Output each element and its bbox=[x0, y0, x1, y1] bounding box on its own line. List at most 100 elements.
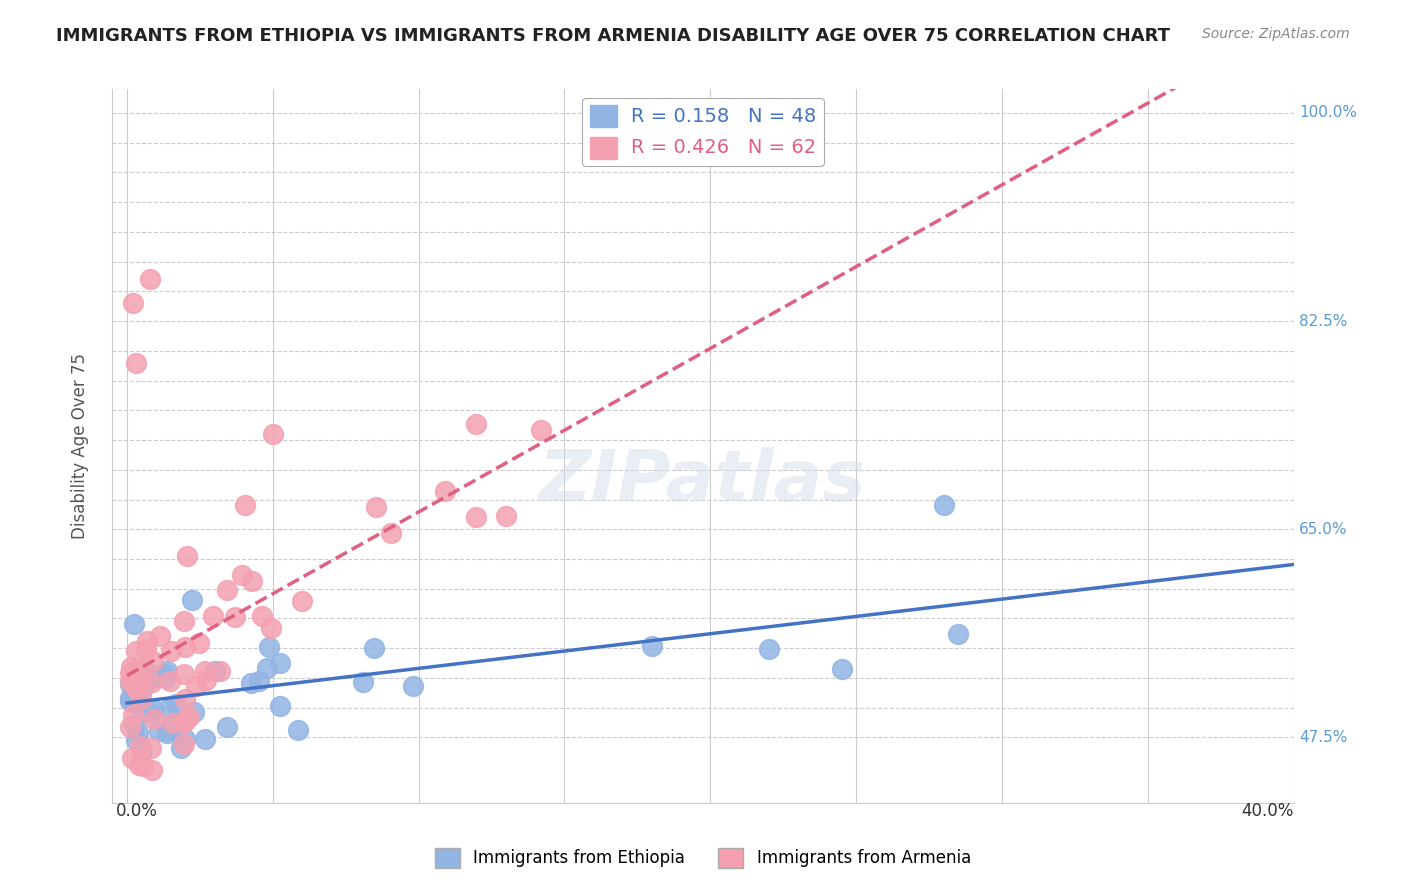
Point bbox=[173, 640, 195, 655]
Point bbox=[124, 617, 146, 632]
Point bbox=[142, 703, 165, 717]
Point bbox=[364, 500, 387, 514]
Point bbox=[932, 499, 955, 513]
Point bbox=[120, 660, 142, 674]
Text: 47.5%: 47.5% bbox=[1299, 730, 1348, 745]
Point bbox=[291, 594, 314, 608]
Point bbox=[129, 692, 152, 706]
Point bbox=[125, 356, 148, 370]
Text: ZIPatlas: ZIPatlas bbox=[540, 447, 866, 516]
Point bbox=[217, 583, 239, 598]
Point bbox=[157, 702, 180, 716]
Point bbox=[173, 731, 195, 746]
Point bbox=[173, 715, 195, 730]
Point bbox=[495, 508, 517, 523]
Text: 0.0%: 0.0% bbox=[115, 802, 157, 820]
Point bbox=[149, 670, 172, 684]
Point bbox=[204, 664, 226, 678]
Point bbox=[433, 483, 456, 498]
Point bbox=[118, 694, 141, 708]
Point bbox=[464, 509, 486, 524]
Point bbox=[250, 609, 273, 624]
Text: 100.0%: 100.0% bbox=[1299, 105, 1357, 120]
Point bbox=[177, 710, 200, 724]
Text: 65.0%: 65.0% bbox=[1299, 522, 1348, 537]
Point bbox=[156, 723, 179, 738]
Point bbox=[141, 674, 163, 689]
Point bbox=[149, 629, 172, 643]
Text: 40.0%: 40.0% bbox=[1241, 802, 1294, 820]
Text: 82.5%: 82.5% bbox=[1299, 314, 1348, 328]
Point bbox=[118, 677, 141, 691]
Point bbox=[121, 750, 143, 764]
Point bbox=[287, 723, 309, 737]
Point bbox=[159, 673, 181, 688]
Point bbox=[136, 665, 159, 680]
Point bbox=[187, 636, 209, 650]
Point bbox=[174, 692, 197, 706]
Point bbox=[135, 633, 157, 648]
Point bbox=[224, 610, 246, 624]
Point bbox=[128, 739, 150, 754]
Point bbox=[118, 691, 141, 706]
Point bbox=[122, 296, 145, 310]
Point bbox=[401, 679, 423, 693]
Point bbox=[118, 665, 141, 680]
Point bbox=[124, 665, 146, 679]
Point bbox=[162, 716, 184, 731]
Point bbox=[141, 763, 163, 777]
Point bbox=[170, 741, 193, 756]
Point bbox=[247, 673, 270, 688]
Point bbox=[118, 720, 141, 734]
Point bbox=[269, 698, 291, 713]
Point bbox=[127, 725, 149, 739]
Point bbox=[139, 272, 162, 286]
Point bbox=[125, 665, 148, 679]
Point bbox=[153, 667, 176, 681]
Point bbox=[641, 639, 664, 653]
Y-axis label: Disability Age Over 75: Disability Age Over 75 bbox=[70, 353, 89, 539]
Point bbox=[208, 664, 231, 678]
Point bbox=[118, 673, 141, 688]
Text: Source: ZipAtlas.com: Source: ZipAtlas.com bbox=[1202, 27, 1350, 41]
Point bbox=[131, 744, 153, 758]
Point bbox=[173, 667, 195, 681]
Point bbox=[125, 644, 148, 658]
Point bbox=[131, 673, 153, 687]
Legend: R = 0.158   N = 48, R = 0.426   N = 62: R = 0.158 N = 48, R = 0.426 N = 62 bbox=[582, 98, 824, 166]
Point bbox=[176, 549, 198, 564]
Point bbox=[380, 525, 402, 540]
Point bbox=[184, 679, 207, 693]
Point bbox=[257, 640, 280, 654]
Point bbox=[148, 723, 170, 738]
Point bbox=[142, 654, 165, 668]
Point bbox=[122, 707, 145, 722]
Point bbox=[758, 641, 780, 656]
Point bbox=[262, 427, 284, 442]
Point bbox=[143, 712, 166, 726]
Point bbox=[256, 661, 278, 675]
Point bbox=[135, 642, 157, 657]
Point bbox=[173, 714, 195, 728]
Point bbox=[127, 670, 149, 684]
Point bbox=[124, 678, 146, 692]
Point bbox=[195, 673, 218, 687]
Point bbox=[125, 681, 148, 695]
Point bbox=[125, 696, 148, 710]
Point bbox=[173, 737, 195, 751]
Point bbox=[233, 498, 256, 512]
Point bbox=[173, 614, 195, 628]
Point bbox=[530, 423, 553, 437]
Point bbox=[363, 640, 385, 655]
Point bbox=[132, 681, 155, 696]
Point bbox=[202, 609, 225, 624]
Point bbox=[165, 697, 187, 711]
Point bbox=[136, 705, 159, 719]
Point bbox=[139, 740, 162, 755]
Point bbox=[239, 676, 262, 690]
Point bbox=[156, 726, 179, 740]
Point bbox=[260, 621, 283, 635]
Point bbox=[183, 705, 205, 719]
Point bbox=[946, 627, 969, 641]
Point bbox=[128, 758, 150, 772]
